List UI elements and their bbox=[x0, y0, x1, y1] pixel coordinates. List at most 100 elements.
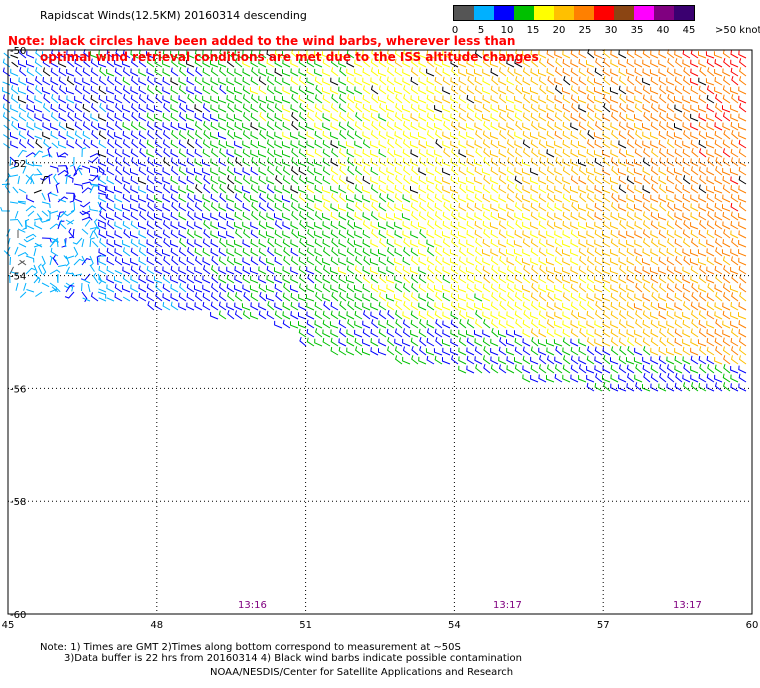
wind-barb bbox=[699, 66, 707, 77]
wind-barb bbox=[570, 229, 579, 239]
wind-barb bbox=[170, 157, 179, 167]
wind-barb bbox=[618, 301, 627, 311]
wind-barb bbox=[531, 121, 539, 131]
wind-barb bbox=[394, 248, 403, 257]
wind-barb bbox=[498, 247, 507, 257]
wind-barb bbox=[74, 85, 83, 95]
wind-barb bbox=[474, 104, 483, 113]
wind-barb bbox=[466, 330, 475, 338]
wind-barb bbox=[90, 77, 99, 86]
wind-barb bbox=[522, 301, 531, 311]
wind-barb bbox=[362, 139, 371, 149]
wind-barb bbox=[346, 112, 355, 122]
wind-barb bbox=[658, 213, 667, 221]
wind-barb bbox=[210, 85, 219, 95]
wind-barb bbox=[35, 76, 43, 86]
wind-barb bbox=[682, 319, 691, 329]
wind-barb bbox=[634, 274, 643, 284]
wind-barb bbox=[251, 67, 259, 77]
wind-barb bbox=[634, 204, 643, 212]
wind-barb bbox=[619, 345, 627, 356]
wind-barb bbox=[410, 85, 419, 95]
wind-barb bbox=[602, 365, 611, 374]
wind-barb bbox=[234, 248, 243, 257]
wind-barb bbox=[498, 229, 507, 239]
wind-barb bbox=[314, 140, 323, 149]
wind-barb bbox=[219, 148, 227, 158]
wind-barb bbox=[130, 257, 139, 266]
wind-barb bbox=[690, 49, 699, 59]
wind-barb bbox=[586, 148, 595, 158]
wind-barb bbox=[691, 382, 699, 392]
wind-barb bbox=[426, 211, 435, 221]
wind-barb bbox=[314, 230, 323, 239]
wind-barb bbox=[410, 230, 419, 239]
wind-barb bbox=[522, 230, 531, 239]
wind-barb bbox=[410, 337, 419, 347]
wind-barb bbox=[738, 230, 747, 239]
wind-barb bbox=[658, 50, 667, 59]
wind-barb bbox=[65, 87, 75, 95]
wind-barb bbox=[690, 184, 699, 194]
wind-barb bbox=[554, 185, 563, 194]
wind-barb bbox=[418, 302, 427, 311]
wind-barb bbox=[650, 248, 659, 257]
wind-barb bbox=[490, 139, 499, 149]
wind-barb bbox=[419, 337, 427, 347]
wind-barb bbox=[466, 293, 475, 302]
wind-barb bbox=[378, 58, 387, 68]
wind-barb bbox=[459, 310, 467, 320]
wind-barb bbox=[659, 85, 667, 95]
wind-barb bbox=[586, 265, 595, 275]
wind-barb bbox=[89, 237, 95, 248]
wind-barb bbox=[530, 185, 539, 194]
wind-barb bbox=[155, 148, 163, 158]
wind-barb bbox=[682, 346, 691, 356]
wind-barb bbox=[666, 130, 675, 140]
wind-barb bbox=[25, 233, 37, 239]
wind-barb bbox=[722, 320, 731, 329]
wind-barb bbox=[41, 210, 49, 217]
wind-barb bbox=[371, 49, 379, 59]
wind-barb bbox=[699, 148, 707, 158]
wind-barb bbox=[722, 94, 731, 104]
wind-barb bbox=[642, 337, 651, 347]
wind-barb bbox=[79, 201, 91, 208]
wind-barb bbox=[698, 355, 707, 365]
wind-barb bbox=[603, 382, 611, 392]
wind-barb bbox=[370, 211, 379, 221]
wind-barb bbox=[299, 219, 307, 230]
wind-barb bbox=[202, 301, 211, 311]
wind-barb bbox=[138, 185, 147, 194]
wind-barb bbox=[706, 292, 715, 302]
wind-barb bbox=[666, 103, 675, 113]
wind-barb bbox=[434, 230, 443, 239]
wind-barb bbox=[474, 76, 483, 86]
wind-barb bbox=[354, 212, 363, 221]
wind-barb bbox=[154, 113, 163, 122]
wind-barb bbox=[98, 230, 107, 239]
wind-barb bbox=[698, 212, 707, 221]
wind-barb bbox=[322, 230, 331, 239]
wind-barb bbox=[52, 254, 59, 266]
wind-barb bbox=[402, 59, 411, 68]
wind-barb bbox=[107, 220, 115, 230]
wind-barb bbox=[355, 175, 363, 185]
wind-barb bbox=[354, 329, 363, 338]
wind-barb bbox=[627, 346, 635, 356]
wind-barb bbox=[458, 221, 467, 230]
wind-barb bbox=[618, 59, 627, 68]
wind-barb bbox=[706, 301, 715, 311]
wind-barb bbox=[530, 346, 539, 356]
wind-barb bbox=[65, 282, 74, 292]
wind-barb bbox=[434, 149, 443, 158]
wind-barb bbox=[483, 121, 491, 131]
wind-barb bbox=[338, 319, 347, 329]
wind-barb bbox=[386, 131, 395, 140]
wind-barb bbox=[106, 112, 115, 122]
wind-barb bbox=[690, 77, 699, 86]
wind-barb bbox=[290, 76, 299, 86]
wind-barb bbox=[530, 139, 539, 149]
wind-barb bbox=[154, 67, 163, 77]
wind-barb bbox=[698, 121, 707, 131]
